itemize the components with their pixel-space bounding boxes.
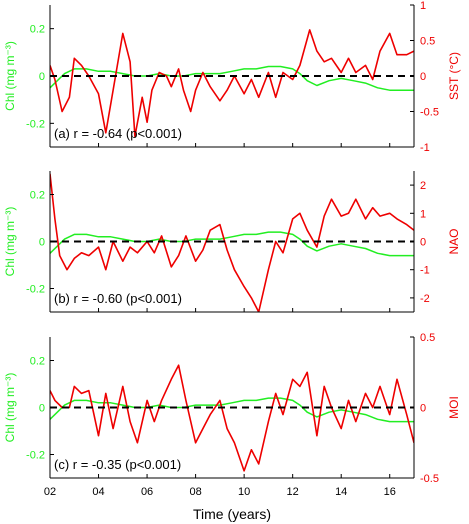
x-tick-label: 14 xyxy=(335,486,347,498)
x-tick-label: 10 xyxy=(238,486,250,498)
left-y-axis-label: Chl (mg m⁻³) xyxy=(3,41,17,111)
panel-1: -0.2 0 0.2 -1 -0.5 0 0.5 1 Chl (mg m⁻³) SST (°C) (… xyxy=(3,0,461,154)
left-y-tick-label: -0.2 xyxy=(26,284,45,296)
correlation-annotation: (c) r = -0.35 (p<0.001) xyxy=(54,457,181,472)
right-y-tick-label: 2 xyxy=(420,180,426,192)
right-y-tick-label: 1 xyxy=(420,0,426,12)
left-y-axis-label: Chl (mg m⁻³) xyxy=(3,207,17,277)
right-y-tick-label: 0 xyxy=(420,71,426,83)
panel-2: -0.2 0 0.2 -2 -1 0 1 2 Chl (mg m⁻³) NAO (b) r = -0… xyxy=(3,171,461,313)
x-tick-label: 02 xyxy=(44,486,56,498)
x-axis-title: Time (years) xyxy=(193,506,271,522)
right-y-axis-label: SST (°C) xyxy=(447,52,461,100)
correlation-annotation: (a) r = -0.64 (p<0.001) xyxy=(54,126,182,141)
left-y-tick-label: 0 xyxy=(39,403,45,415)
right-y-tick-label: 0.5 xyxy=(420,332,435,344)
chl-series-line xyxy=(50,65,414,91)
x-tick-label: 16 xyxy=(384,486,396,498)
x-tick-label: 08 xyxy=(189,486,201,498)
right-y-tick-label: -0.5 xyxy=(420,473,439,485)
right-y-tick-label: -0.5 xyxy=(420,107,439,119)
left-y-tick-label: -0.2 xyxy=(26,450,45,462)
panel-3: 02 04 06 08 10 12 14 16 -0.2 0 0.2 -0.5 0 0.5 Chl (mg … xyxy=(3,332,461,498)
x-tick-label: 04 xyxy=(92,486,104,498)
right-y-tick-label: -1 xyxy=(420,265,430,277)
right-y-tick-label: 1 xyxy=(420,208,426,220)
correlation-annotation: (b) r = -0.60 (p<0.001) xyxy=(54,291,182,306)
right-y-tick-label: 0.5 xyxy=(420,36,435,48)
right-y-tick-label: -1 xyxy=(420,142,430,154)
x-tick-label: 06 xyxy=(141,486,153,498)
left-y-tick-label: -0.2 xyxy=(26,118,45,130)
left-y-tick-label: 0 xyxy=(39,71,45,83)
index-series-line xyxy=(50,29,414,138)
left-y-axis-label: Chl (mg m⁻³) xyxy=(3,373,17,443)
left-y-tick-label: 0 xyxy=(39,237,45,249)
right-y-tick-label: 0 xyxy=(420,237,426,249)
left-y-tick-label: 0.2 xyxy=(30,24,45,36)
right-y-axis-label: NAO xyxy=(447,228,461,254)
chl-series-line xyxy=(50,397,414,423)
left-y-tick-label: 0.2 xyxy=(30,190,45,202)
right-y-tick-label: -2 xyxy=(420,293,430,305)
right-y-tick-label: 0 xyxy=(420,403,426,415)
index-series-line xyxy=(50,173,414,312)
chl-series-line xyxy=(50,231,414,257)
right-y-axis-label: MOI xyxy=(447,396,461,419)
index-series-line xyxy=(50,364,414,472)
left-y-tick-label: 0.2 xyxy=(30,356,45,368)
x-tick-label: 12 xyxy=(287,486,299,498)
